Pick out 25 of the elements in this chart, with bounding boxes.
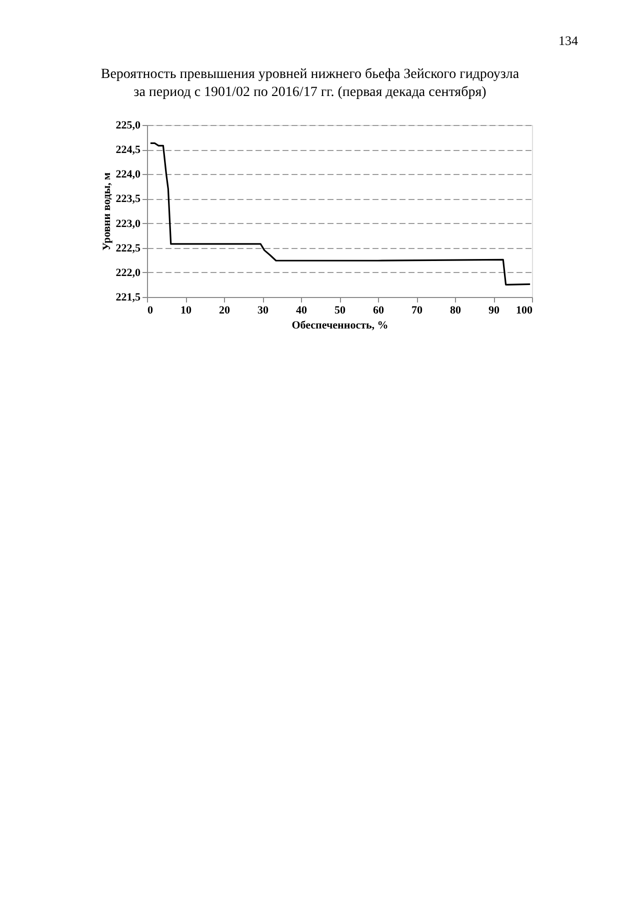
y-tick-label: 224,0 <box>116 168 141 181</box>
y-tick-label: 222,5 <box>116 242 141 254</box>
x-tick-label: 10 <box>180 304 192 316</box>
x-tick-label: 40 <box>296 304 308 316</box>
x-tick-label: 50 <box>334 304 346 316</box>
x-tick-label: 20 <box>219 304 230 316</box>
x-tick-label: 100 <box>516 304 533 316</box>
chart-title: Вероятность превышения уровней нижнего бьефа Зейского гидроузла <box>100 67 520 82</box>
x-tick-label: 70 <box>412 304 423 316</box>
x-tick-label: 60 <box>373 304 384 316</box>
y-axis-title: Уровни воды, м <box>100 172 113 251</box>
x-tick-label: 0 <box>148 304 154 316</box>
chart-subtitle: за период с 1901/02 по 2016/17 гг. (первая декада сентября) <box>134 85 487 100</box>
text: 134 <box>558 33 578 48</box>
x-tick-label: 30 <box>258 304 269 316</box>
y-tick-label: 225,0 <box>116 120 141 132</box>
x-tick-label: 90 <box>488 304 500 316</box>
x-tick-label: 80 <box>450 304 462 316</box>
y-tick-label: 223,0 <box>116 218 141 230</box>
y-tick-label: 223,5 <box>116 193 141 206</box>
y-tick-label: 221,5 <box>116 292 141 304</box>
line-series <box>150 142 531 286</box>
x-axis-title: Обеспеченность, % <box>292 320 388 332</box>
y-tick-label: 222,0 <box>116 266 141 279</box>
y-tick-label: 224,5 <box>116 144 141 156</box>
